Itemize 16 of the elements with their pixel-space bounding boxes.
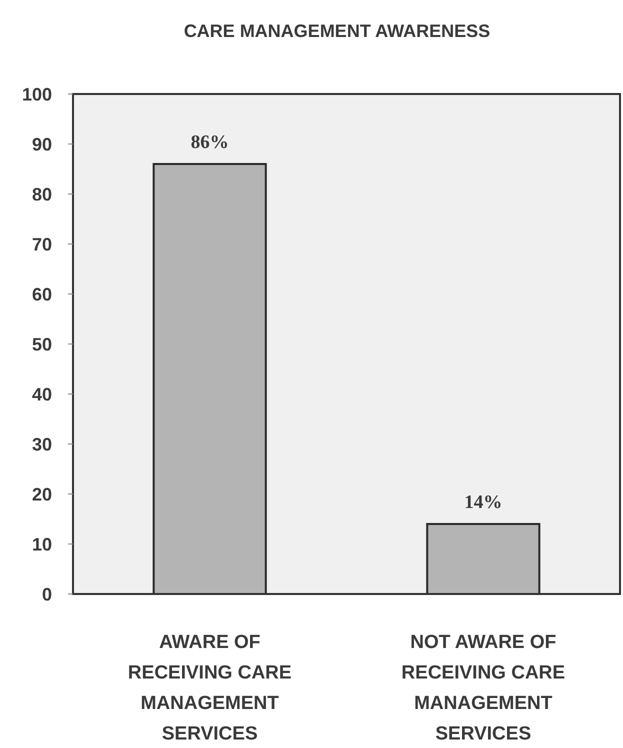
y-tick-label: 60 [32, 284, 52, 304]
y-tick-label: 70 [32, 234, 52, 254]
y-tick-label: 50 [32, 334, 52, 354]
y-tick-label: 80 [32, 184, 52, 204]
y-tick-label: 20 [32, 484, 52, 504]
y-tick-label: 10 [32, 534, 52, 554]
y-tick-label: 100 [22, 84, 52, 104]
y-tick-label: 30 [32, 434, 52, 454]
x-tick-label: NOT AWARE OF RECEIVING CARE MANAGEMENT SERVICES [401, 632, 566, 744]
y-tick-label: 0 [42, 584, 52, 604]
y-tick-label: 40 [32, 384, 52, 404]
data-label: 14% [464, 492, 502, 513]
chart-title: CARE MANAGEMENT AWARENESS [184, 21, 490, 41]
y-tick-label: 90 [32, 134, 52, 154]
x-tick-label: AWARE OF RECEIVING CARE MANAGEMENT SERVICES [128, 632, 292, 744]
data-label: 86% [190, 132, 229, 153]
